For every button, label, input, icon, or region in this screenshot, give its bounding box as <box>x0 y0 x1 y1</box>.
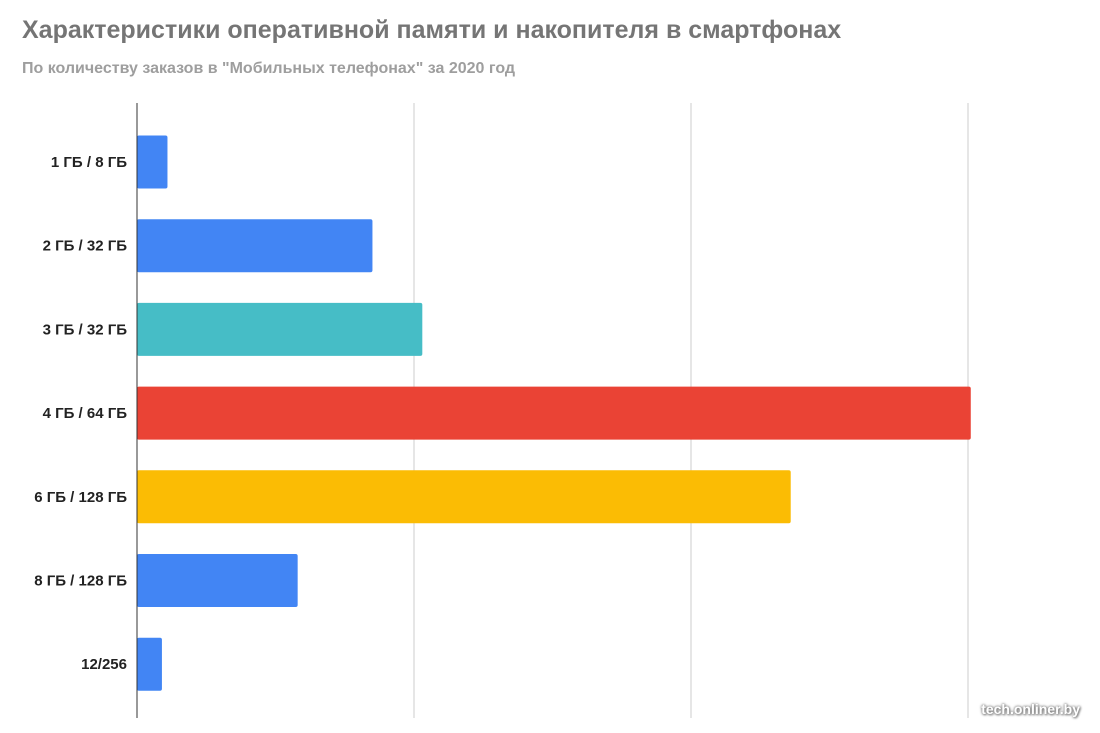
bar-4 <box>137 470 791 524</box>
category-labels: 1 ГБ / 8 ГБ 2 ГБ / 32 ГБ 3 ГБ / 32 ГБ 4 ГБ … <box>34 154 127 673</box>
watermark: tech.onliner.by <box>981 701 1080 717</box>
bar-3 <box>137 386 971 440</box>
category-label-0: 1 ГБ / 8 ГБ <box>51 154 127 171</box>
bar-1 <box>137 219 373 273</box>
category-label-4: 6 ГБ / 128 ГБ <box>34 489 127 506</box>
category-label-3: 4 ГБ / 64 ГБ <box>43 405 128 422</box>
bars <box>137 135 971 691</box>
bar-5 <box>137 554 298 607</box>
category-label-2: 3 ГБ / 32 ГБ <box>43 321 128 338</box>
category-label-1: 2 ГБ / 32 ГБ <box>43 238 128 255</box>
chart-subtitle: По количеству заказов в "Мобильных телеф… <box>22 60 516 77</box>
category-label-6: 12/256 <box>81 656 127 673</box>
bar-6 <box>137 637 162 691</box>
category-label-5: 8 ГБ / 128 ГБ <box>34 573 127 590</box>
bar-0 <box>137 135 168 189</box>
bar-2 <box>137 302 423 356</box>
chart-title: Характеристики оперативной памяти и нако… <box>22 16 842 44</box>
